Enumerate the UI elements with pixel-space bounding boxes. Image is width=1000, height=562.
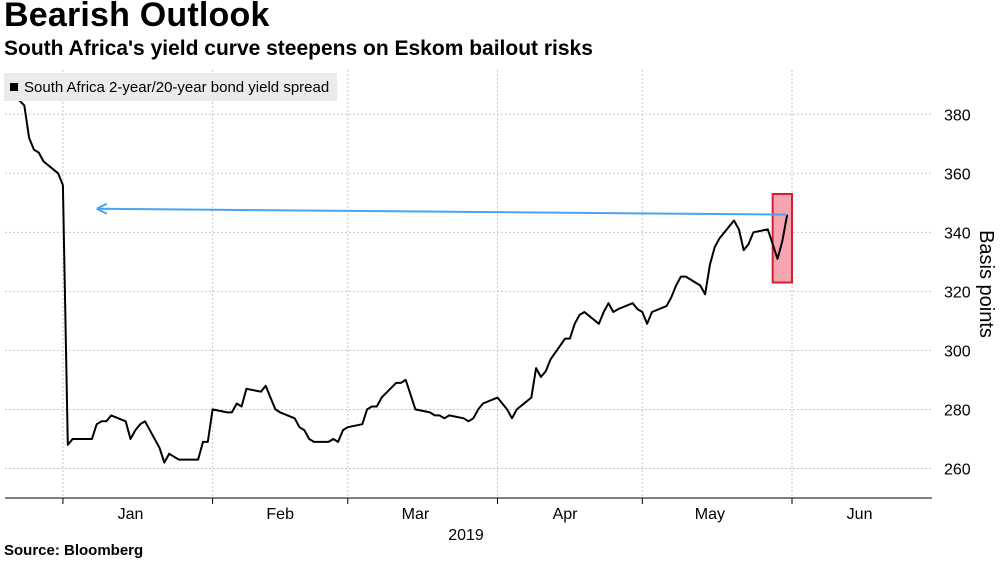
source-note: Source: Bloomberg [4,542,144,559]
y-tick-label: 340 [944,225,971,242]
legend: South Africa 2-year/20-year bond yield s… [4,73,338,101]
legend-label: South Africa 2-year/20-year bond yield s… [24,78,330,96]
x-tick-label: Mar [402,506,430,523]
chart-subtitle: South Africa's yield curve steepens on E… [4,37,593,60]
series-line [5,89,789,464]
arrow-line [96,207,788,216]
x-tick-label: Jan [118,506,144,523]
chart-title: Bearish Outlook [4,0,270,34]
y-axis-label: Basis points [975,230,997,338]
y-tick-label: 260 [944,461,971,478]
x-axis-label: 2019 [448,527,484,544]
x-tick-label: Feb [266,506,294,523]
y-tick-label: 380 [944,107,971,124]
y-tick-label: 320 [944,284,971,301]
y-tick-label: 300 [944,343,971,360]
arrow-head [96,202,108,215]
y-tick-label: 280 [944,402,971,419]
legend-swatch [10,83,18,91]
x-tick-label: May [695,506,725,523]
x-tick-label: Jun [847,506,873,523]
y-tick-label: 360 [944,166,971,183]
x-tick-label: Apr [553,506,579,523]
